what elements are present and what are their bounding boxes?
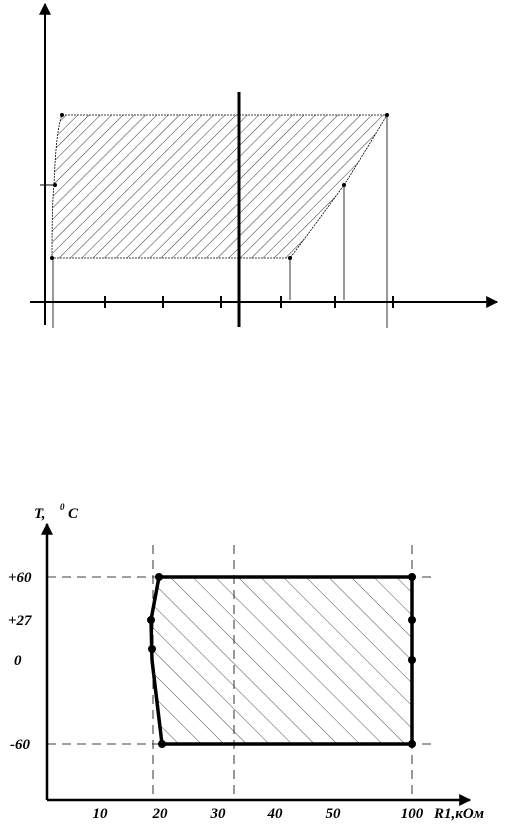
vertical-guides [52, 115, 388, 328]
y-axis-label-superscript: 0 [60, 502, 65, 512]
points [50, 113, 389, 260]
top-figure [30, 2, 499, 328]
x-tick-label: 10 [93, 806, 109, 822]
x-tick-label: 40 [267, 806, 284, 822]
y-tick-label: +27 [8, 613, 32, 629]
y-tick-label: 0 [14, 653, 22, 669]
y-axis-label-unit: C [68, 506, 79, 522]
y-tick-label: +60 [8, 570, 32, 586]
bottom-figure: T, 0 C R1,кОм +60 +27 0 -60 10 20 30 40 … [8, 502, 484, 822]
y-tick-label: -60 [10, 737, 30, 753]
x-axis-label: R1,кОм [433, 806, 484, 822]
hatched-region [51, 114, 388, 259]
x-tick-label: 50 [326, 806, 342, 822]
x-tick-label: 100 [401, 806, 424, 822]
region-points [147, 573, 416, 748]
x-tick-label: 20 [152, 806, 169, 822]
operating-region [149, 575, 414, 746]
y-axis-label: T, [34, 506, 46, 522]
x-tick-label: 30 [210, 806, 227, 822]
